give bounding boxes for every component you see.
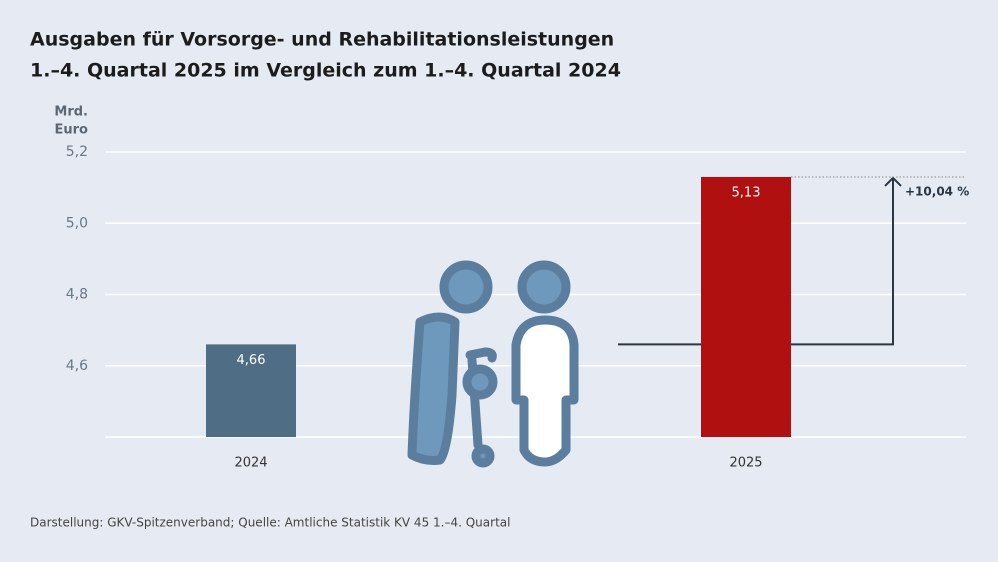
annotation: +10,04 % <box>905 184 969 198</box>
y-tick-label: 5,0 <box>66 215 88 231</box>
chart-title: Ausgaben für Vorsorge- und Rehabilitatio… <box>30 29 614 51</box>
value-label: 4,66 <box>237 353 266 368</box>
y-axis-label: Euro <box>55 123 89 138</box>
people-icon <box>407 260 579 468</box>
arrow-head <box>884 176 902 187</box>
y-tick-label: 4,8 <box>66 287 88 303</box>
value-label: 5,13 <box>732 185 761 200</box>
source-note: Darstellung: GKV-Spitzenverband; Quelle:… <box>30 516 510 530</box>
bar <box>206 344 296 437</box>
x-tick-label: 2025 <box>729 456 762 471</box>
x-tick-label: 2024 <box>234 456 267 471</box>
y-tick-label: 5,2 <box>66 144 88 160</box>
y-axis-label: Mrd. <box>54 105 88 120</box>
marks <box>206 176 894 437</box>
bar <box>701 176 791 437</box>
chart-title: 1.–4. Quartal 2025 im Vergleich zum 1.–4… <box>30 60 621 82</box>
y-tick-label: 4,6 <box>66 358 88 374</box>
